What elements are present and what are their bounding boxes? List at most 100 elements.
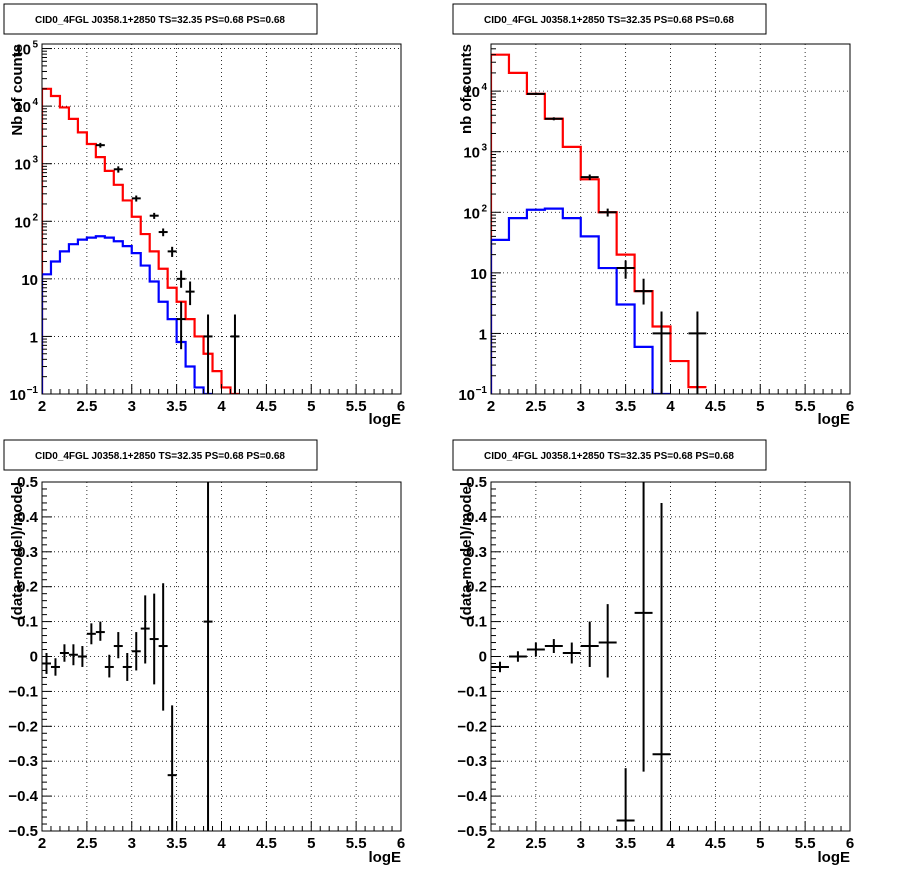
y-axis-label: Nb of counts bbox=[9, 44, 26, 136]
y-tick-label: 10 bbox=[14, 99, 31, 116]
y-tick-label: 1 bbox=[479, 326, 487, 343]
data-point bbox=[167, 246, 177, 257]
data-point bbox=[491, 661, 509, 673]
y-tick-label: 10 bbox=[9, 387, 26, 404]
data-point bbox=[50, 658, 60, 676]
data-point bbox=[203, 482, 213, 831]
y-tick-exponent: 4 bbox=[481, 82, 487, 93]
data-point bbox=[203, 314, 213, 394]
x-tick-label: 2.5 bbox=[76, 398, 97, 415]
x-tick-label: 2 bbox=[38, 835, 46, 852]
data-point bbox=[544, 639, 563, 654]
histogram-red bbox=[42, 87, 240, 394]
y-ticks bbox=[491, 481, 501, 832]
y-axis-label: (data-model)/model bbox=[9, 482, 26, 620]
x-tick-label: 5.5 bbox=[795, 398, 816, 415]
histogram-red bbox=[491, 53, 707, 394]
data-point bbox=[122, 653, 132, 681]
data-point bbox=[86, 623, 96, 645]
y-tick-label: 0.4 bbox=[466, 509, 488, 526]
y-axis-label: nb of counts bbox=[458, 44, 475, 134]
y-tick-label: 0 bbox=[30, 649, 38, 666]
x-tick-label: 6 bbox=[397, 835, 405, 852]
data-point bbox=[616, 260, 635, 279]
y-tick-label: 10 bbox=[463, 205, 480, 222]
y-ticks bbox=[42, 48, 52, 395]
x-tick-label: 6 bbox=[846, 835, 854, 852]
x-tick-label: 5.5 bbox=[346, 398, 367, 415]
title-box bbox=[452, 439, 767, 471]
x-tick-label: 4.5 bbox=[705, 835, 726, 852]
y-tick-exponent: 3 bbox=[32, 155, 38, 166]
x-tick-label: 3.5 bbox=[615, 398, 636, 415]
panel-title: CID0_4FGL J0358.1+2850 TS=32.35 PS=0.68 … bbox=[484, 451, 734, 462]
y-tick-label: −0.1 bbox=[8, 683, 38, 700]
data-point bbox=[526, 642, 545, 657]
y-tick-label: −0.3 bbox=[457, 753, 487, 770]
x-tick-label: 5.5 bbox=[346, 835, 367, 852]
panel-title: CID0_4FGL J0358.1+2850 TS=32.35 PS=0.68 … bbox=[35, 15, 285, 26]
y-tick-label: 0.4 bbox=[17, 509, 39, 526]
data-point bbox=[158, 228, 168, 237]
x-tick-label: 5 bbox=[307, 398, 315, 415]
y-tick-label: 0.2 bbox=[17, 579, 38, 596]
y-tick-label: −0.2 bbox=[8, 718, 38, 735]
y-tick-label: 0 bbox=[479, 649, 487, 666]
data-point bbox=[544, 117, 563, 121]
x-tick-label: 4 bbox=[217, 398, 226, 415]
data-point bbox=[176, 301, 186, 350]
data-point bbox=[652, 502, 671, 831]
data-point bbox=[185, 281, 195, 306]
y-tick-label: 10 bbox=[463, 84, 480, 101]
data-point bbox=[508, 651, 527, 662]
y-tick-label: 10 bbox=[463, 145, 480, 162]
data-point bbox=[634, 482, 653, 772]
title-box bbox=[3, 3, 318, 35]
x-axis-label: logE bbox=[369, 849, 402, 866]
data-point bbox=[580, 174, 599, 181]
x-tick-label: 3 bbox=[128, 398, 136, 415]
data-point bbox=[580, 621, 599, 667]
data-point bbox=[598, 208, 617, 217]
data-point bbox=[77, 646, 87, 667]
x-tick-label: 2.5 bbox=[525, 835, 546, 852]
data-point bbox=[158, 583, 168, 711]
data-point bbox=[131, 632, 141, 671]
x-tick-label: 4.5 bbox=[705, 398, 726, 415]
x-tick-label: 5 bbox=[756, 398, 764, 415]
data-point bbox=[652, 311, 671, 394]
x-ticks bbox=[490, 384, 851, 394]
y-tick-label: 0.3 bbox=[466, 544, 487, 561]
data-point bbox=[95, 621, 105, 641]
y-tick-exponent: −1 bbox=[476, 385, 488, 396]
series-layer bbox=[491, 482, 671, 831]
x-tick-label: 3.5 bbox=[615, 835, 636, 852]
data-point bbox=[149, 593, 159, 685]
x-tick-label: 4.5 bbox=[256, 398, 277, 415]
panel-bottom-left-residuals: CID0_4FGL J0358.1+2850 TS=32.35 PS=0.68 … bbox=[3, 439, 405, 866]
y-ticks bbox=[491, 43, 501, 395]
data-point bbox=[113, 632, 123, 659]
x-tick-label: 3.5 bbox=[166, 398, 187, 415]
y-tick-label: −0.5 bbox=[457, 823, 487, 840]
y-tick-label: 0.5 bbox=[17, 474, 38, 491]
data-point bbox=[167, 705, 177, 831]
y-tick-label: −0.1 bbox=[457, 683, 487, 700]
y-tick-label: 10 bbox=[14, 42, 31, 59]
y-tick-label: −0.5 bbox=[8, 823, 38, 840]
y-tick-exponent: −1 bbox=[27, 385, 39, 396]
x-tick-label: 6 bbox=[846, 398, 854, 415]
y-tick-label: −0.4 bbox=[457, 788, 487, 805]
panel-top-left-counts: CID0_4FGL J0358.1+2850 TS=32.35 PS=0.68 … bbox=[3, 3, 405, 428]
histogram-blue bbox=[491, 207, 671, 394]
y-ticks bbox=[42, 481, 52, 832]
y-tick-label: −0.2 bbox=[457, 718, 487, 735]
y-tick-label: 10 bbox=[470, 266, 487, 283]
data-point bbox=[598, 604, 617, 678]
x-ticks bbox=[41, 821, 402, 831]
x-axis-label: logE bbox=[818, 849, 851, 866]
plot-area: 2 2.5 3 3.5 4 4.5 5 5.5 6 −0.5 −0.4 −0.3 −0.2 −0.1 0 0.… bbox=[8, 474, 405, 852]
x-tick-label: 5 bbox=[307, 835, 315, 852]
x-axis-label: logE bbox=[818, 411, 851, 428]
